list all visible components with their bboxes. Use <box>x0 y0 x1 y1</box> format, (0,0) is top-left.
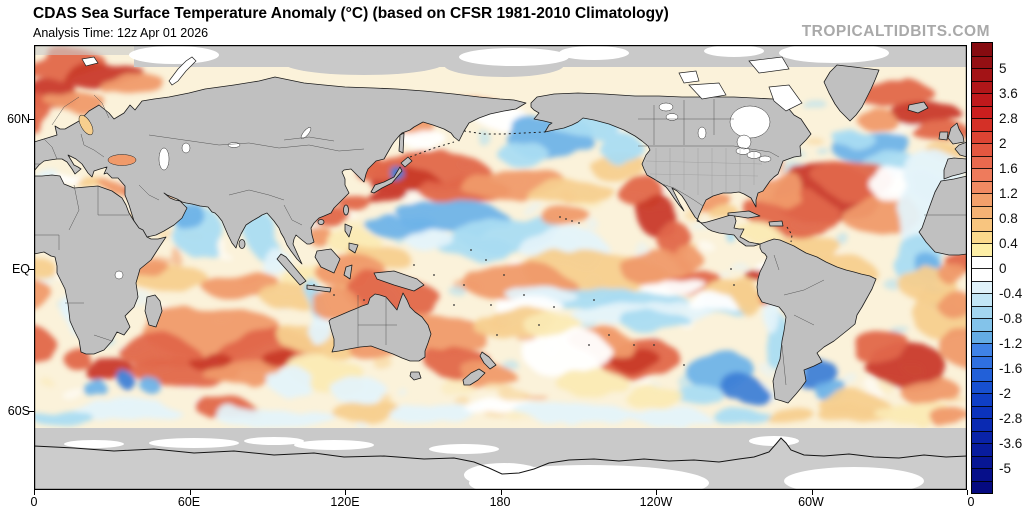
colorbar-cell <box>972 93 992 106</box>
colorbar-cell <box>972 305 992 318</box>
colorbar-tick-label: 2 <box>999 135 1007 151</box>
colorbar-cell <box>972 155 992 168</box>
x-axis-tick <box>34 490 35 495</box>
colorbar-cell <box>972 293 992 306</box>
colorbar-tick-label: 0.4 <box>999 235 1018 251</box>
colorbar-tick-label: 1.2 <box>999 185 1018 201</box>
x-axis-tick <box>967 490 968 495</box>
colorbar-tick-label: -1.6 <box>999 360 1023 376</box>
colorbar-cell <box>972 280 992 293</box>
colorbar-cell <box>972 218 992 231</box>
colorbar-cell <box>972 355 992 368</box>
page-title: CDAS Sea Surface Temperature Anomaly (°C… <box>33 5 669 22</box>
colorbar-cell <box>972 468 992 481</box>
inland-sea <box>78 114 94 136</box>
x-axis-label: 120E <box>330 495 360 509</box>
colorbar-tick-label: 1.6 <box>999 160 1018 176</box>
colorbar-cell <box>972 80 992 93</box>
colorbar-cell <box>972 480 992 493</box>
colorbar-tick-label: -0.8 <box>999 310 1023 326</box>
x-axis-tick <box>656 490 657 495</box>
x-axis-label: 0 <box>967 495 975 509</box>
colorbar-cell <box>972 430 992 443</box>
island-chains <box>313 130 793 366</box>
colorbar-cell <box>972 243 992 256</box>
colorbar-cell <box>972 130 992 143</box>
colorbar-cell <box>972 193 992 206</box>
colorbar-cell <box>972 143 992 156</box>
x-axis-tick <box>811 490 813 495</box>
colorbar-tick-label: -5 <box>999 460 1012 476</box>
colorbar-cell <box>972 380 992 393</box>
colorbar-cell <box>972 43 992 56</box>
lakes-layer <box>114 102 772 280</box>
site-watermark: TROPICALTIDBITS.COM <box>801 23 990 40</box>
x-axis-tick <box>345 490 346 495</box>
colorbar-tick-label: 5 <box>999 60 1007 76</box>
colorbar-cell <box>972 318 992 331</box>
x-axis-tick <box>189 490 191 495</box>
colorbar-tick-label: 0 <box>999 260 1007 276</box>
colorbar-cell <box>972 343 992 356</box>
y-axis-label: EQ <box>11 262 30 276</box>
colorbar-cell <box>972 205 992 218</box>
colorbar-tick-label: -0.4 <box>999 285 1023 301</box>
colorbar <box>971 42 993 494</box>
colorbar-tick-label: -3.6 <box>999 435 1023 451</box>
colorbar-cell <box>972 405 992 418</box>
colorbar-cell <box>972 255 992 268</box>
colorbar-tick-label: 3.6 <box>999 85 1018 101</box>
inland-sea <box>107 154 137 166</box>
colorbar-cell <box>972 105 992 118</box>
y-axis-label: 60S <box>7 404 30 418</box>
colorbar-cell <box>972 180 992 193</box>
colorbar-tick-label: -2.8 <box>999 410 1023 426</box>
x-axis-label: 60W <box>798 495 824 509</box>
state-borders <box>645 148 763 195</box>
x-axis-label: 0 <box>30 495 38 509</box>
colorbar-tick-label: -2 <box>999 385 1012 401</box>
y-axis-tick <box>29 269 34 270</box>
map-frame <box>34 45 967 490</box>
colorbar-cell <box>972 118 992 131</box>
y-axis-tick <box>29 119 34 120</box>
arctic-islands-layer <box>81 56 803 112</box>
colorbar-cell <box>972 418 992 431</box>
colorbar-tick-label: -1.2 <box>999 335 1023 351</box>
colorbar-cell <box>972 268 992 281</box>
x-axis-tick <box>500 490 502 495</box>
analysis-time: Analysis Time: 12z Apr 01 2026 <box>33 26 209 40</box>
colorbar-cell <box>972 330 992 343</box>
x-axis-label: 120W <box>639 495 673 509</box>
colorbar-cell <box>972 230 992 243</box>
colorbar-cell <box>972 455 992 468</box>
y-axis-label: 60N <box>7 112 30 126</box>
sst-anomaly-map <box>34 45 967 490</box>
colorbar-cell <box>972 393 992 406</box>
colorbar-cell <box>972 368 992 381</box>
colorbar-cell <box>972 443 992 456</box>
x-axis-label: 180 <box>489 495 511 509</box>
colorbar-cell <box>972 68 992 81</box>
x-axis-label: 60E <box>177 495 201 509</box>
country-borders <box>34 94 967 386</box>
colorbar-tick-label: 2.8 <box>999 110 1018 126</box>
colorbar-cell <box>972 55 992 68</box>
y-axis-tick <box>29 411 34 412</box>
colorbar-tick-label: 0.8 <box>999 210 1018 226</box>
colorbar-cell <box>972 168 992 181</box>
